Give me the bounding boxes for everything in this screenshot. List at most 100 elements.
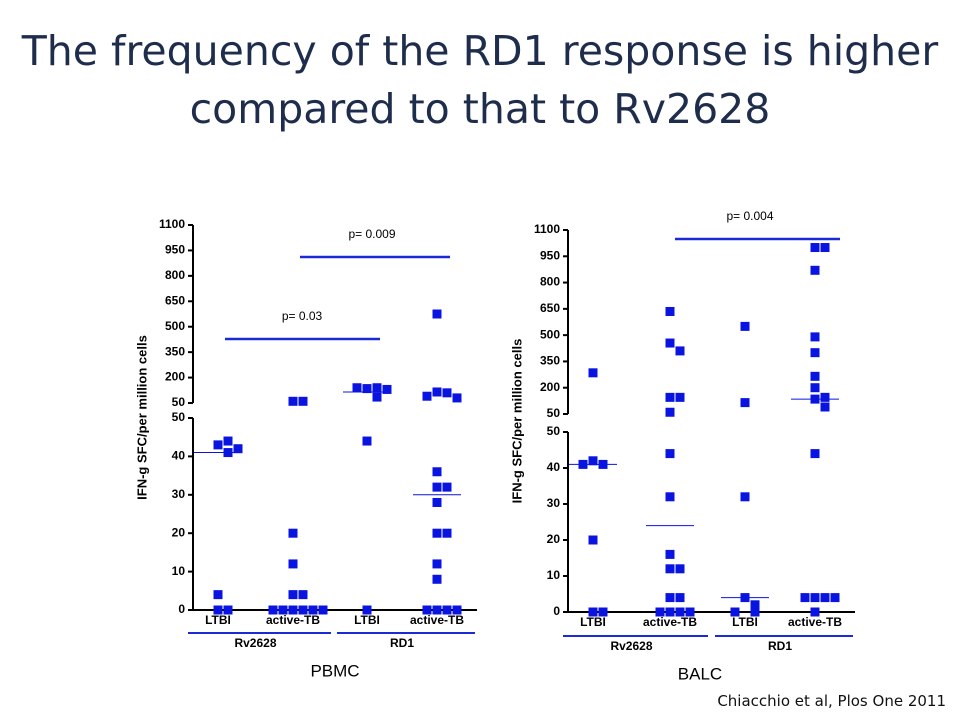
- y-tick-label: 500: [540, 327, 560, 341]
- data-point: [675, 607, 685, 617]
- data-point: [362, 605, 372, 615]
- data-point: [223, 436, 233, 446]
- data-point: [830, 593, 840, 603]
- y-tick-label: 0: [178, 602, 185, 616]
- y-tick-label: 800: [540, 275, 560, 289]
- data-point: [598, 607, 608, 617]
- data-point: [665, 449, 675, 459]
- data-point: [223, 605, 233, 615]
- x-tick-label: active-TB: [643, 615, 697, 629]
- data-point: [800, 593, 810, 603]
- data-point: [298, 590, 308, 600]
- y-tick-label: 950: [540, 248, 560, 262]
- data-point: [442, 605, 452, 615]
- data-point: [750, 600, 760, 610]
- data-point: [288, 590, 298, 600]
- y-tick-label: 50: [172, 410, 186, 424]
- data-point: [810, 265, 820, 275]
- data-point: [740, 398, 750, 408]
- y-tick-label: 500: [165, 319, 185, 333]
- data-point: [665, 306, 675, 316]
- data-point: [820, 243, 830, 253]
- data-point: [432, 559, 442, 569]
- data-point: [213, 440, 223, 450]
- data-point: [298, 396, 308, 406]
- y-tick-label: 10: [172, 564, 186, 578]
- data-point: [422, 391, 432, 401]
- data-point: [810, 449, 820, 459]
- data-point: [288, 559, 298, 569]
- y-tick-label: 30: [172, 487, 186, 501]
- y-tick-label: 10: [547, 568, 561, 582]
- citation: Chiacchio et al, Plos One 2011: [717, 692, 946, 710]
- data-point: [685, 607, 695, 617]
- data-point: [362, 436, 372, 446]
- data-point: [665, 593, 675, 603]
- group-label: Rv2628: [610, 639, 652, 653]
- x-tick-label: active-TB: [788, 615, 842, 629]
- data-point: [452, 605, 462, 615]
- x-tick-label: active-TB: [410, 613, 464, 627]
- data-point: [730, 607, 740, 617]
- data-point: [675, 346, 685, 356]
- y-tick-label: 40: [547, 460, 561, 474]
- data-point: [740, 321, 750, 331]
- data-point: [432, 482, 442, 492]
- y-tick-label: 800: [165, 268, 185, 282]
- p-value: p= 0.004: [726, 209, 773, 223]
- y-tick-label: 50: [172, 395, 186, 409]
- data-point: [665, 392, 675, 402]
- group-label: Rv2628: [234, 636, 276, 650]
- data-point: [665, 338, 675, 348]
- data-point: [432, 387, 442, 397]
- data-point: [432, 497, 442, 507]
- x-tick-label: LTBI: [732, 615, 758, 629]
- chart-title: PBMC: [310, 661, 359, 680]
- x-tick-label: LTBI: [580, 615, 606, 629]
- y-tick-label: 650: [165, 293, 185, 307]
- data-point: [665, 564, 675, 574]
- data-point: [820, 392, 830, 402]
- data-point: [432, 605, 442, 615]
- data-point: [588, 368, 598, 378]
- y-tick-label: 0: [553, 604, 560, 618]
- data-point: [213, 590, 223, 600]
- data-point: [588, 607, 598, 617]
- y-tick-label: 350: [165, 344, 185, 358]
- data-point: [362, 384, 372, 394]
- data-point: [665, 492, 675, 502]
- group-label: RD1: [768, 639, 792, 653]
- data-point: [675, 392, 685, 402]
- y-axis-label: IFN-g SFC/per million cells: [509, 339, 524, 504]
- group-label: RD1: [390, 636, 414, 650]
- data-point: [810, 243, 820, 253]
- y-axis-label: IFN-g SFC/per million cells: [134, 335, 149, 500]
- data-point: [740, 492, 750, 502]
- data-point: [213, 605, 223, 615]
- y-tick-label: 200: [165, 370, 185, 384]
- y-tick-label: 30: [547, 496, 561, 510]
- data-point: [675, 593, 685, 603]
- data-point: [810, 593, 820, 603]
- data-point: [422, 605, 432, 615]
- p-value: p= 0.009: [348, 227, 395, 241]
- data-point: [588, 456, 598, 466]
- data-point: [665, 549, 675, 559]
- data-point: [810, 607, 820, 617]
- data-point: [432, 528, 442, 538]
- y-tick-label: 50: [547, 406, 561, 420]
- data-point: [372, 383, 382, 393]
- data-point: [820, 402, 830, 412]
- x-tick-label: LTBI: [205, 613, 231, 627]
- y-tick-label: 20: [172, 525, 186, 539]
- data-point: [810, 383, 820, 393]
- x-tick-label: LTBI: [354, 613, 380, 627]
- y-tick-label: 200: [540, 380, 560, 394]
- data-point: [318, 605, 328, 615]
- p-value: p= 0.03: [282, 309, 323, 323]
- y-tick-label: 650: [540, 301, 560, 315]
- data-point: [442, 388, 452, 398]
- data-point: [352, 383, 362, 393]
